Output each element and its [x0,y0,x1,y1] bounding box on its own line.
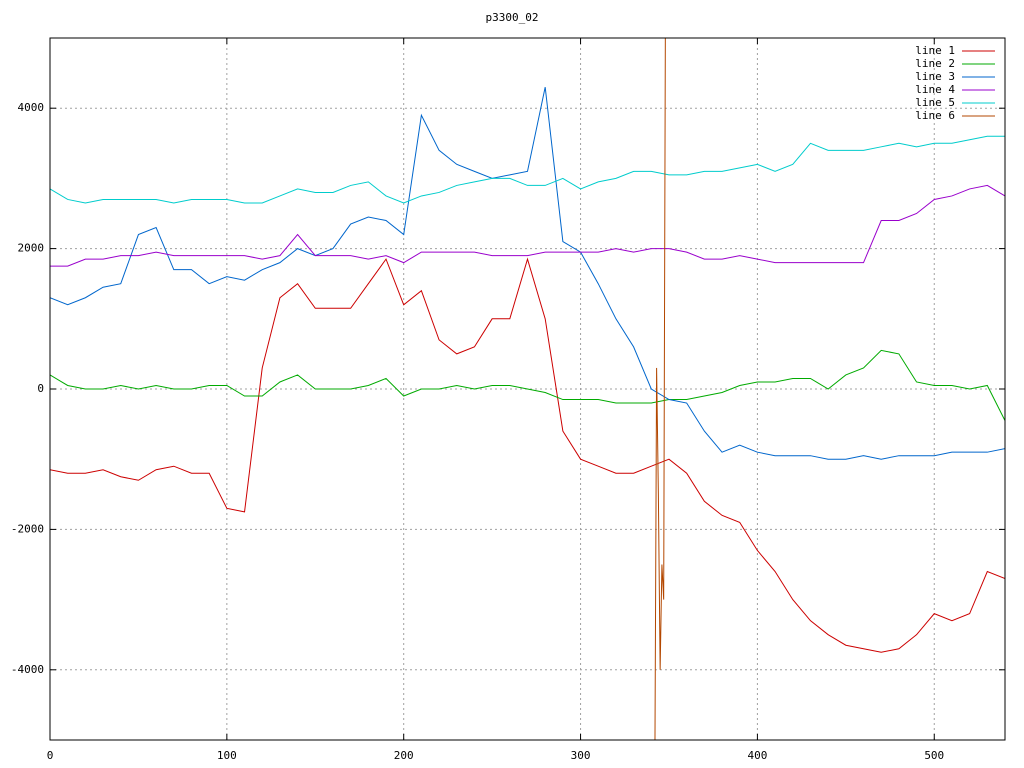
data-line [50,135,1005,204]
chart-title: p3300_02 [486,11,539,24]
y-tick-label: -2000 [11,522,44,535]
x-tick-label: 300 [571,749,591,762]
data-line [50,257,1005,653]
data-line [50,87,1005,460]
data-line [50,184,1005,267]
data-line [50,349,1005,421]
y-tick-label: -4000 [11,663,44,676]
legend-label: line 3 [915,70,955,83]
y-tick-label: 2000 [18,242,45,255]
legend-label: line 4 [915,83,955,96]
axes: -4000 -2000 0 2000 4000 0 100 200 300 400 500 [11,38,1005,762]
x-tick-label: 100 [217,749,237,762]
y-tick-label: 0 [37,382,44,395]
legend-label: line 5 [915,96,955,109]
legend-label: line 2 [915,57,955,70]
x-tick-label: 0 [47,749,54,762]
x-tick-label: 200 [394,749,414,762]
data-line [654,38,666,740]
x-tick-label: 400 [747,749,767,762]
legend-label: line 6 [915,109,955,122]
plot-area [50,38,1005,740]
legend-label: line 1 [915,44,955,57]
y-tick-label: 4000 [18,101,45,114]
x-tick-label: 500 [924,749,944,762]
